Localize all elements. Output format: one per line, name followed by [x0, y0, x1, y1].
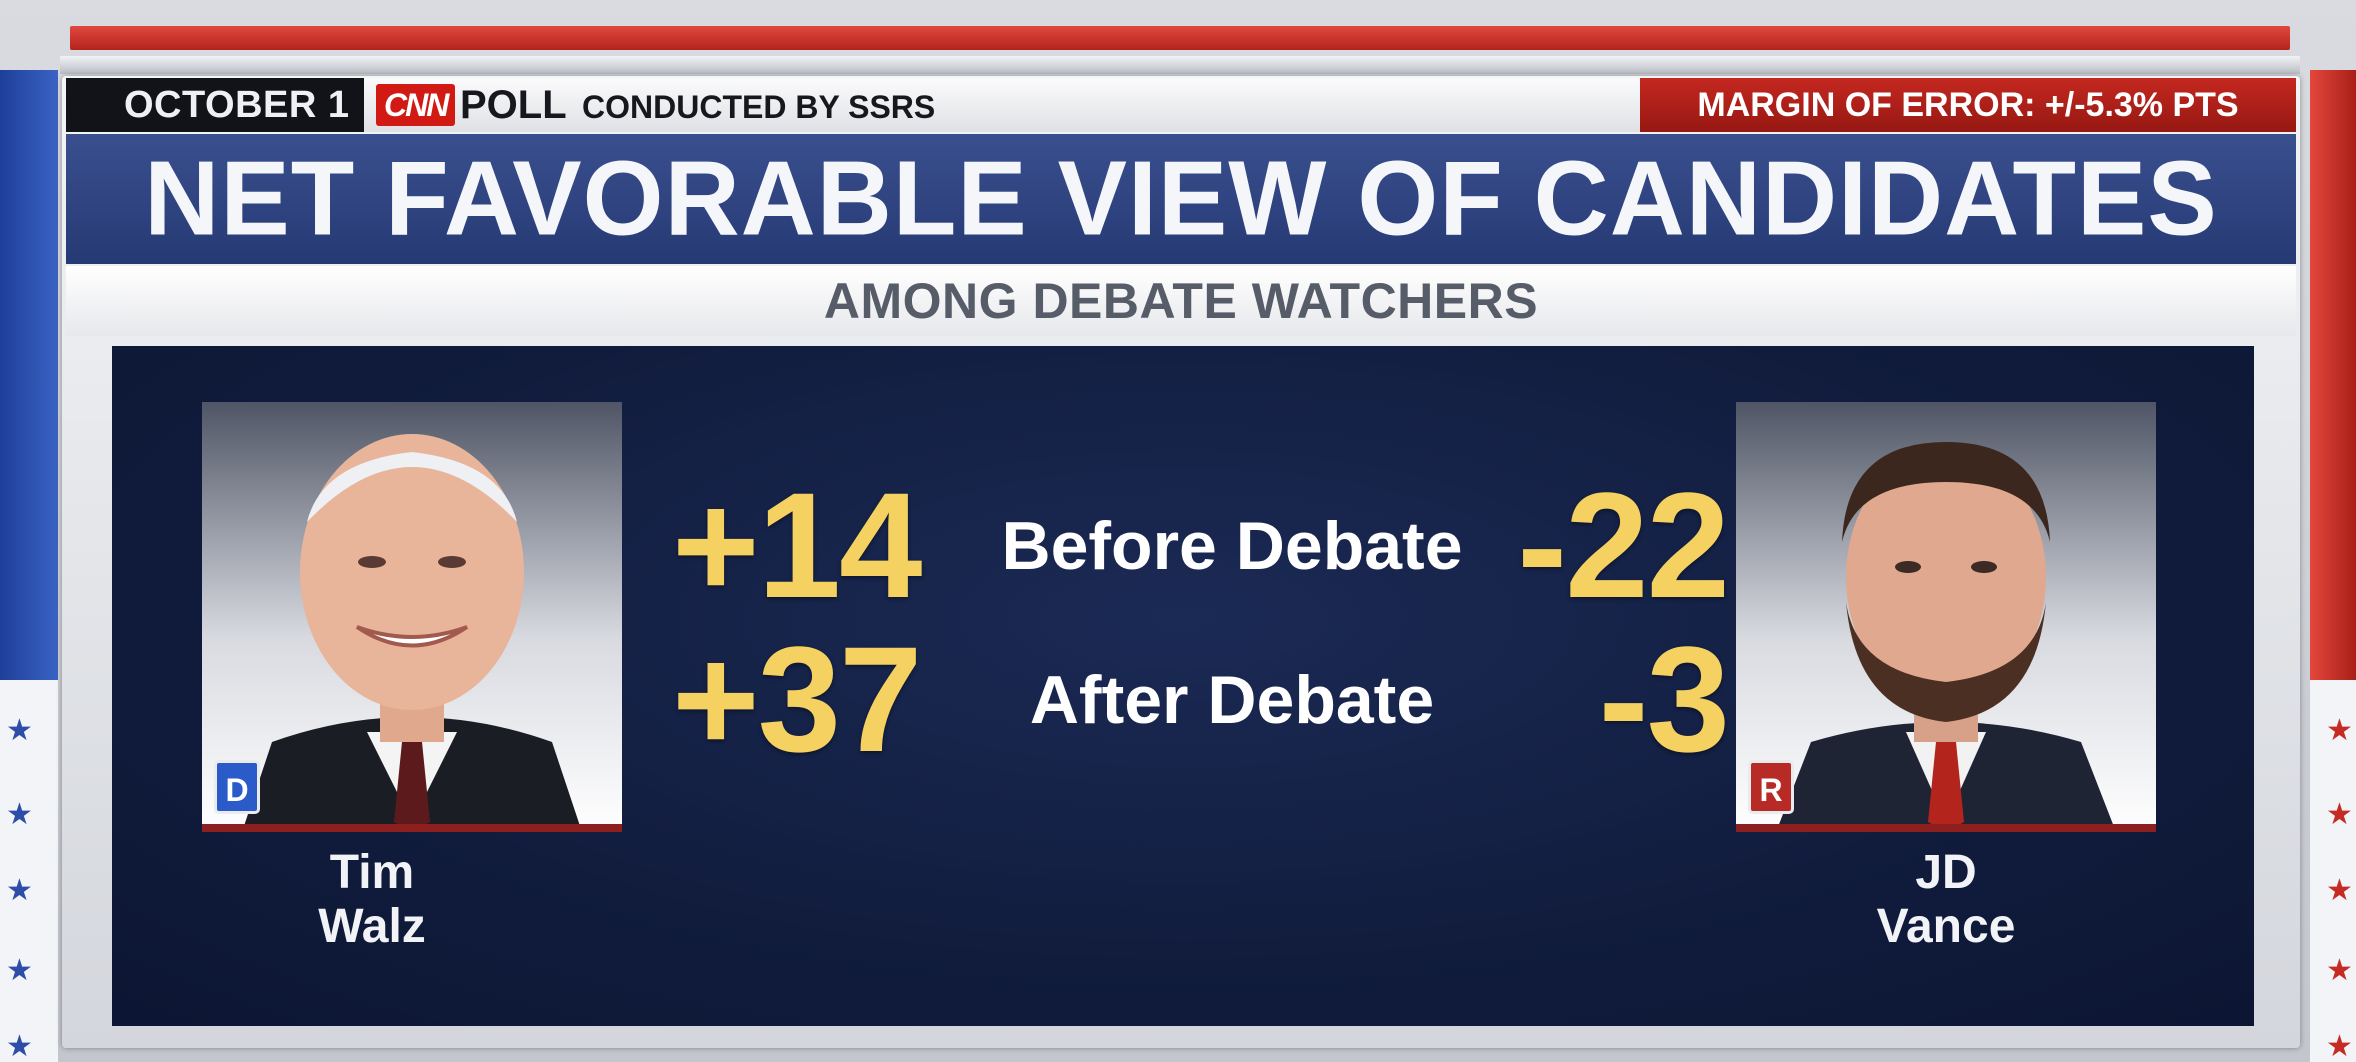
- poll-source: CNN POLL CONDUCTED BY SSRS: [364, 78, 1704, 132]
- poll-label: POLL: [460, 83, 567, 127]
- star-icon: ★: [6, 714, 33, 747]
- results-panel: D R Tim Walz JD Van: [112, 346, 2254, 1026]
- star-icon: ★: [2326, 1030, 2353, 1062]
- vance-last-name: Vance: [1876, 900, 2016, 953]
- walz-portrait-icon: [242, 434, 582, 832]
- star-icon: ★: [2326, 714, 2353, 747]
- walz-after-value: +37: [672, 615, 922, 783]
- walz-name: Tim Walz: [112, 846, 632, 954]
- republican-badge: R: [1748, 760, 1794, 814]
- graphic-title: NET FAVORABLE VIEW OF CANDIDATES: [144, 139, 2218, 259]
- vance-before-value: -22: [1517, 461, 1730, 629]
- before-debate-label: Before Debate: [1001, 508, 1463, 584]
- star-icon: ★: [6, 874, 33, 907]
- star-icon: ★: [6, 954, 33, 987]
- title-band: NET FAVORABLE VIEW OF CANDIDATES: [66, 134, 2296, 264]
- star-icon: ★: [6, 798, 33, 831]
- left-star-column: ★ ★ ★ ★ ★: [0, 680, 58, 1062]
- vance-photo: R: [1736, 402, 2156, 832]
- star-icon: ★: [6, 1030, 33, 1062]
- top-frame: [60, 56, 2300, 74]
- vance-name: JD Vance: [1736, 846, 2156, 954]
- after-debate-label: After Debate: [1029, 662, 1435, 738]
- star-icon: ★: [2326, 874, 2353, 907]
- star-icon: ★: [2326, 954, 2353, 987]
- star-icon: ★: [2326, 798, 2353, 831]
- right-red-panel: [2310, 70, 2356, 680]
- photo-underline: [1736, 824, 2156, 832]
- walz-photo: D: [202, 402, 622, 832]
- walz-before-value: +14: [672, 461, 922, 629]
- poll-date: OCTOBER 1: [66, 78, 364, 132]
- graphic-subtitle: AMONG DEBATE WATCHERS: [823, 273, 1539, 329]
- cnn-logo: CNN: [376, 84, 456, 126]
- walz-last-name: Walz: [318, 900, 426, 953]
- left-blue-panel: [0, 70, 58, 680]
- photo-underline: [202, 824, 622, 832]
- democrat-badge: D: [214, 760, 260, 814]
- subtitle-band: AMONG DEBATE WATCHERS: [66, 266, 2296, 336]
- top-red-stripe: [70, 26, 2290, 50]
- vance-after-value: -3: [1598, 615, 1730, 783]
- vance-portrait-icon: [1776, 442, 2116, 832]
- vance-first-name: JD: [1915, 846, 1977, 899]
- right-star-column: ★ ★ ★ ★ ★: [2310, 680, 2356, 1062]
- conducted-by-label: CONDUCTED BY SSRS: [582, 89, 936, 125]
- walz-first-name: Tim: [329, 846, 415, 899]
- margin-of-error: MARGIN OF ERROR: +/-5.3% PTS: [1640, 78, 2296, 132]
- poll-info-bar: OCTOBER 1 CNN POLL CONDUCTED BY SSRS MAR…: [66, 78, 2296, 132]
